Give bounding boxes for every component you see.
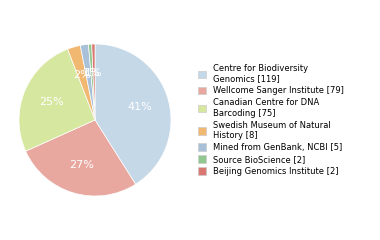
Text: 25%: 25%: [39, 97, 64, 107]
Text: 1%: 1%: [85, 68, 103, 78]
Wedge shape: [89, 44, 95, 120]
Text: 2%: 2%: [73, 70, 91, 80]
Text: 1%: 1%: [83, 68, 101, 78]
Wedge shape: [92, 44, 95, 120]
Wedge shape: [19, 49, 95, 151]
Text: 41%: 41%: [128, 102, 153, 112]
Text: 27%: 27%: [69, 160, 94, 170]
Legend: Centre for Biodiversity
Genomics [119], Wellcome Sanger Institute [79], Canadian: Centre for Biodiversity Genomics [119], …: [198, 64, 344, 176]
Wedge shape: [68, 45, 95, 120]
Wedge shape: [80, 44, 95, 120]
Wedge shape: [26, 120, 136, 196]
Wedge shape: [95, 44, 171, 184]
